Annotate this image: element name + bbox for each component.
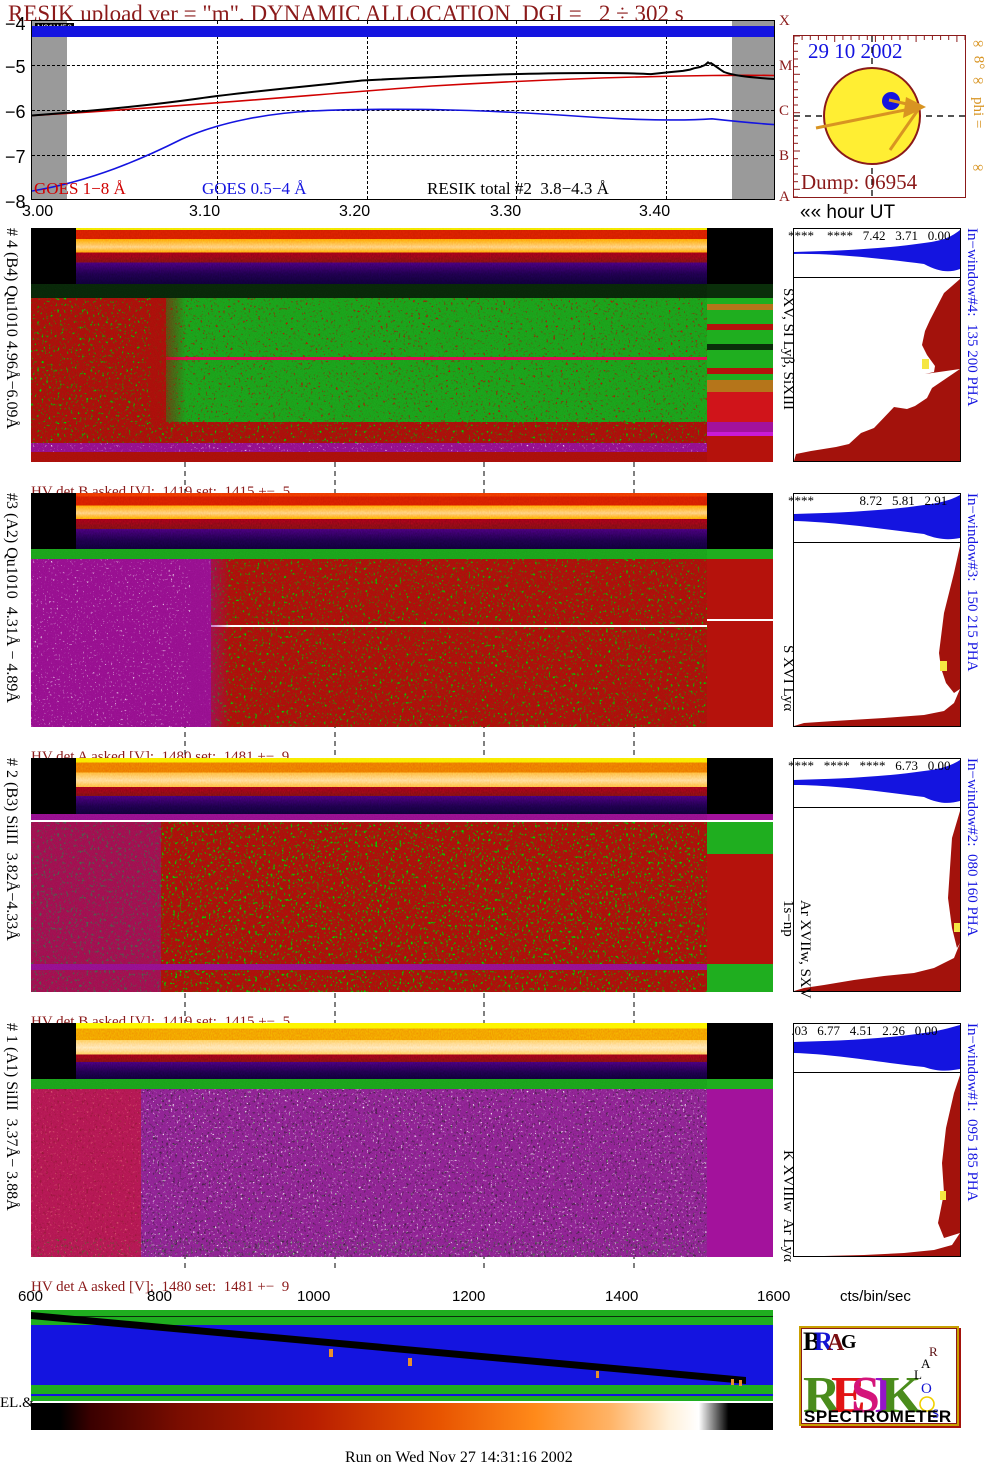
svg-text:SPECTROMETER: SPECTROMETER [804, 1407, 952, 1424]
svg-text:A: A [921, 1356, 931, 1371]
svg-text:O: O [921, 1381, 932, 1397]
svg-text:L: L [914, 1367, 922, 1382]
svg-text:G: G [841, 1331, 857, 1353]
